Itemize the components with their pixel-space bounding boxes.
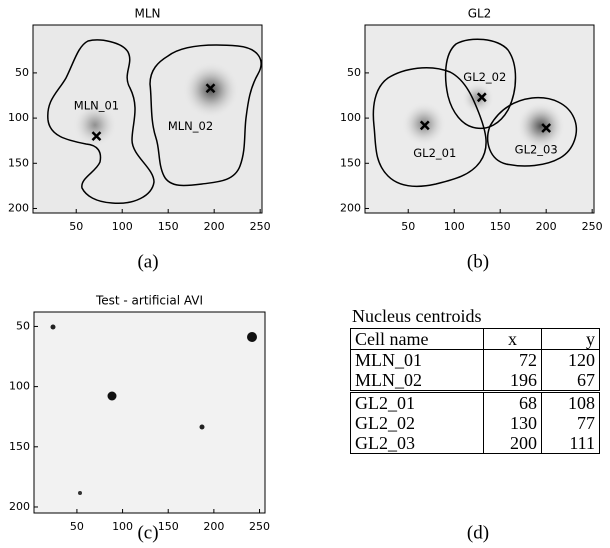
panel-title: Test - artificial AVI [95,294,203,308]
y-tick-label: 150 [340,156,361,169]
header-cell: x [483,329,541,350]
table-cell: 200 [483,433,541,454]
table-cell: 67 [541,370,599,392]
x-tick-label: 200 [204,220,225,233]
table-cell: 111 [541,433,599,454]
spot [51,325,56,330]
table-cell: 130 [483,413,541,433]
cell-label: MLN_02 [168,119,213,133]
caption: (c) [137,522,158,543]
cell-label: GL2_02 [463,70,506,84]
table-cell: MLN_02 [351,370,484,392]
table-header: Cell name x y [351,329,600,350]
header-cell: y [541,329,599,350]
cell-label: GL2_01 [413,146,456,160]
x-tick-label: 150 [158,220,179,233]
x-tick-label: 100 [112,520,133,533]
cell-label: GL2_03 [515,143,558,157]
x-tick-label: 100 [444,220,465,233]
table-cell: GL2_01 [351,392,484,414]
table-cell: GL2_03 [351,433,484,454]
y-tick-label: 100 [9,380,30,393]
x-tick-label: 50 [69,220,83,233]
table-cell: 77 [541,413,599,433]
cell-label: MLN_01 [74,99,119,113]
x-tick-label: 50 [70,520,84,533]
table-cell: GL2_02 [351,413,484,433]
x-tick-label: 200 [203,520,224,533]
y-tick-label: 50 [16,319,30,332]
image-frame [34,312,265,513]
table-cell: 72 [483,350,541,371]
y-tick-label: 200 [9,500,30,513]
x-tick-label: 50 [401,220,415,233]
spot [247,332,257,342]
caption: (d) [467,522,489,543]
x-tick-label: 100 [112,220,133,233]
x-tick-label: 200 [536,220,557,233]
y-tick-label: 50 [347,66,361,79]
x-tick-label: 250 [582,220,603,233]
panel-title: GL2 [468,7,492,21]
spot [200,425,205,430]
y-tick-label: 150 [8,156,29,169]
image-frame [33,25,262,213]
spot [78,491,82,495]
y-tick-label: 200 [8,201,29,214]
y-tick-label: 200 [340,201,361,214]
x-tick-label: 150 [158,520,179,533]
x-tick-label: 150 [490,220,511,233]
x-tick-label: 250 [250,220,271,233]
table-cell: 196 [483,370,541,392]
y-tick-label: 100 [8,111,29,124]
header-cell: Cell name [351,329,484,350]
x-tick-label: 250 [249,520,270,533]
table-cell: 120 [541,350,599,371]
page: {"panels": [ {"title": "MLN", "caption":… [0,0,610,548]
caption: (b) [467,251,489,272]
y-tick-label: 100 [340,111,361,124]
table-title: Nucleus centroids [350,304,600,328]
table-cell: 68 [483,392,541,414]
y-tick-label: 50 [15,66,29,79]
spot [108,392,117,401]
figure: MLN(a)5010015020025050100150200MLN_01MLN… [0,0,610,548]
table-cell: MLN_01 [351,350,484,371]
caption: (a) [137,251,158,272]
y-tick-label: 150 [9,440,30,453]
panel-title: MLN [134,7,160,21]
table-cell: 108 [541,392,599,414]
